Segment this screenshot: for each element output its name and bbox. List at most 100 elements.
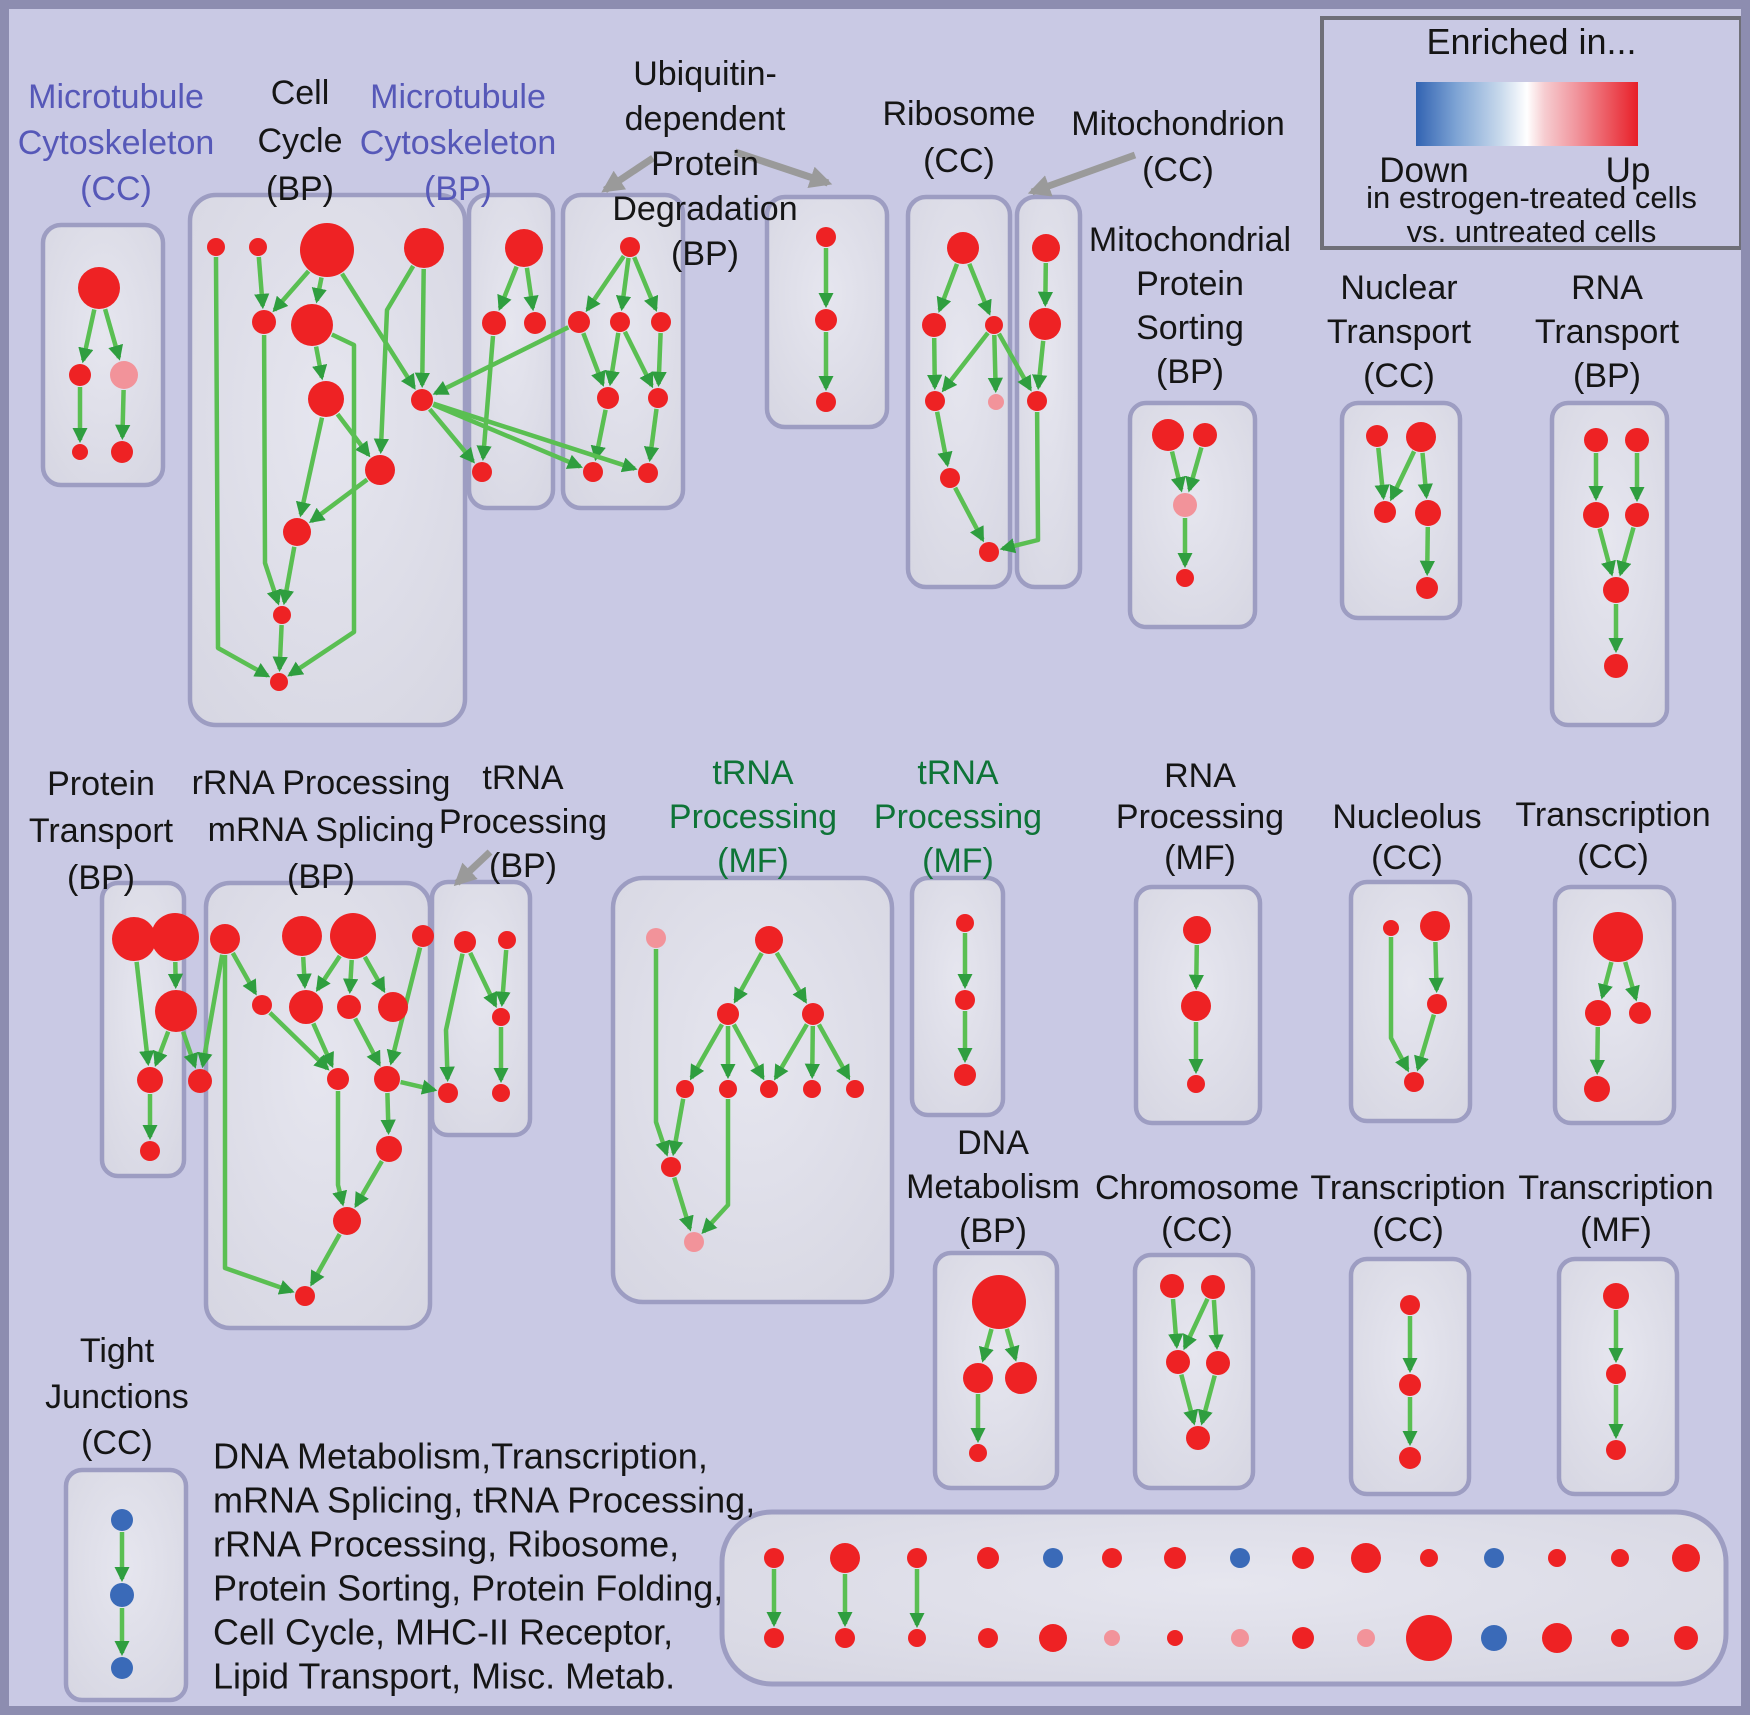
edge-ubm-ubc1 xyxy=(604,332,621,387)
node-f7 xyxy=(760,1080,778,1098)
chromosome-label-line: (CC) xyxy=(1161,1211,1233,1249)
node-b2_11 xyxy=(1406,1615,1452,1661)
node-g2 xyxy=(815,309,837,331)
edge-n5-n11 xyxy=(261,334,282,606)
edge-m1-m3 xyxy=(523,267,539,312)
node-b1_1 xyxy=(764,1548,784,1568)
legend-down-label: Down xyxy=(1379,151,1468,190)
node-v4 xyxy=(1584,1076,1610,1102)
node-g1 xyxy=(816,227,836,247)
transcription-cc-2-label-line: (CC) xyxy=(1372,1211,1444,1249)
ubiquitin-label-line: (BP) xyxy=(671,235,739,273)
node-b2_2 xyxy=(835,1628,855,1648)
edge-R3-R4 xyxy=(941,331,990,393)
edge-f5-f10 xyxy=(668,1098,686,1157)
arrow-trna-bp xyxy=(453,849,493,887)
node-r5 xyxy=(252,995,272,1015)
edge-u3-u4 xyxy=(1414,1013,1437,1072)
edge-r3-r6 xyxy=(315,954,342,993)
tight-junctions-label-line: (CC) xyxy=(81,1424,153,1462)
node-M2 xyxy=(1029,308,1061,340)
nuclear-transport-label-line: Nuclear xyxy=(1340,269,1457,307)
node-b2_4 xyxy=(978,1628,998,1648)
edge-n4-n8 xyxy=(373,264,416,455)
mixed-categories-line: Protein Sorting, Protein Folding, xyxy=(213,1568,723,1609)
edge-p3-p4 xyxy=(153,1030,171,1067)
transcription-mf-label-line: (MF) xyxy=(1580,1211,1652,1249)
protein-transport-label-line: (BP) xyxy=(67,859,135,897)
node-M3 xyxy=(1027,391,1047,411)
rna-proc-mf-label-line: Processing xyxy=(1116,798,1284,836)
node-n4 xyxy=(404,228,444,268)
node-R2 xyxy=(922,313,946,337)
node-nt4 xyxy=(1415,500,1441,526)
edge-f2-f4 xyxy=(774,951,808,1004)
node-b2_8 xyxy=(1231,1629,1249,1647)
edge-r9-r12 xyxy=(332,1091,348,1207)
rna-proc-mf-label-line: RNA xyxy=(1164,757,1236,795)
node-tc1 xyxy=(1400,1295,1420,1315)
node-ubr xyxy=(651,312,671,332)
ubiquitin-label-line: Ubiquitin- xyxy=(633,55,777,93)
edge-q1-q2 xyxy=(1188,944,1205,991)
box-microtubule-cc xyxy=(40,222,166,488)
node-n12 xyxy=(270,673,288,691)
arrow-ubiquitin-right xyxy=(733,148,833,188)
edge-r5-r9 xyxy=(268,1011,330,1071)
arrow-mitochondrion xyxy=(1027,151,1137,197)
node-rt5 xyxy=(1603,577,1629,603)
node-q3 xyxy=(1187,1075,1205,1093)
node-rt4 xyxy=(1625,503,1649,527)
node-f11 xyxy=(684,1232,704,1252)
node-d4 xyxy=(969,1444,987,1462)
legend-color-bar xyxy=(1416,82,1638,146)
box-transcription-cc-1 xyxy=(1552,884,1677,1126)
edge-f1-f10 xyxy=(653,949,670,1157)
edge-c2-c3 xyxy=(1182,1297,1210,1351)
edge-v1-v2 xyxy=(1598,961,1614,1000)
edge-ubm-ubc2 xyxy=(622,330,654,389)
edge-n4-n9 xyxy=(414,268,431,389)
node-b2_14 xyxy=(1611,1629,1629,1647)
node-f1 xyxy=(646,928,666,948)
nucleolus-label-line: Nucleolus xyxy=(1332,798,1481,836)
node-q1 xyxy=(1183,916,1211,944)
node-r9 xyxy=(327,1068,349,1090)
node-n7 xyxy=(308,381,344,417)
node-b1_11 xyxy=(1420,1549,1438,1567)
node-b1_13 xyxy=(1548,1549,1566,1567)
node-ubb1 xyxy=(583,462,603,482)
rrna-mrna-label-line: mRNA Splicing xyxy=(208,811,435,849)
nucleolus-label-line: (CC) xyxy=(1371,839,1443,877)
node-b2_5 xyxy=(1039,1624,1067,1652)
edge-p3-px xyxy=(180,1031,199,1069)
dna-metabolism-label-line: Metabolism xyxy=(906,1168,1080,1206)
node-f2 xyxy=(755,926,783,954)
node-f9 xyxy=(846,1080,864,1098)
node-R1 xyxy=(947,232,979,264)
edge-r3-r7 xyxy=(342,959,359,995)
node-r13 xyxy=(295,1286,315,1306)
node-s1 xyxy=(956,914,974,932)
node-tm1 xyxy=(1603,1283,1629,1309)
node-b1_10 xyxy=(1351,1543,1381,1573)
edge-a3-a5 xyxy=(115,389,131,441)
node-v1 xyxy=(1593,912,1643,962)
edge-f10-f11 xyxy=(672,1176,694,1232)
node-s3 xyxy=(954,1064,976,1086)
node-a1 xyxy=(78,267,120,309)
node-r10 xyxy=(374,1066,400,1092)
node-rt2 xyxy=(1625,428,1649,452)
node-r3 xyxy=(330,913,376,959)
edge-f4-f8 xyxy=(804,1025,820,1080)
ubiquitin-label-line: dependent xyxy=(625,100,786,138)
mixed-categories-line: mRNA Splicing, tRNA Processing, xyxy=(213,1480,755,1521)
trna-mf-1-label-line: (MF) xyxy=(717,842,789,880)
mixed-categories-line: Cell Cycle, MHC-II Receptor, xyxy=(213,1612,673,1653)
edge-r7-r10 xyxy=(353,1017,382,1067)
node-ms4 xyxy=(1176,569,1194,587)
edge-rt4-rt5 xyxy=(1616,526,1636,577)
edge-c3-c5 xyxy=(1179,1374,1199,1426)
node-p4 xyxy=(137,1067,163,1093)
node-m1 xyxy=(505,229,543,267)
